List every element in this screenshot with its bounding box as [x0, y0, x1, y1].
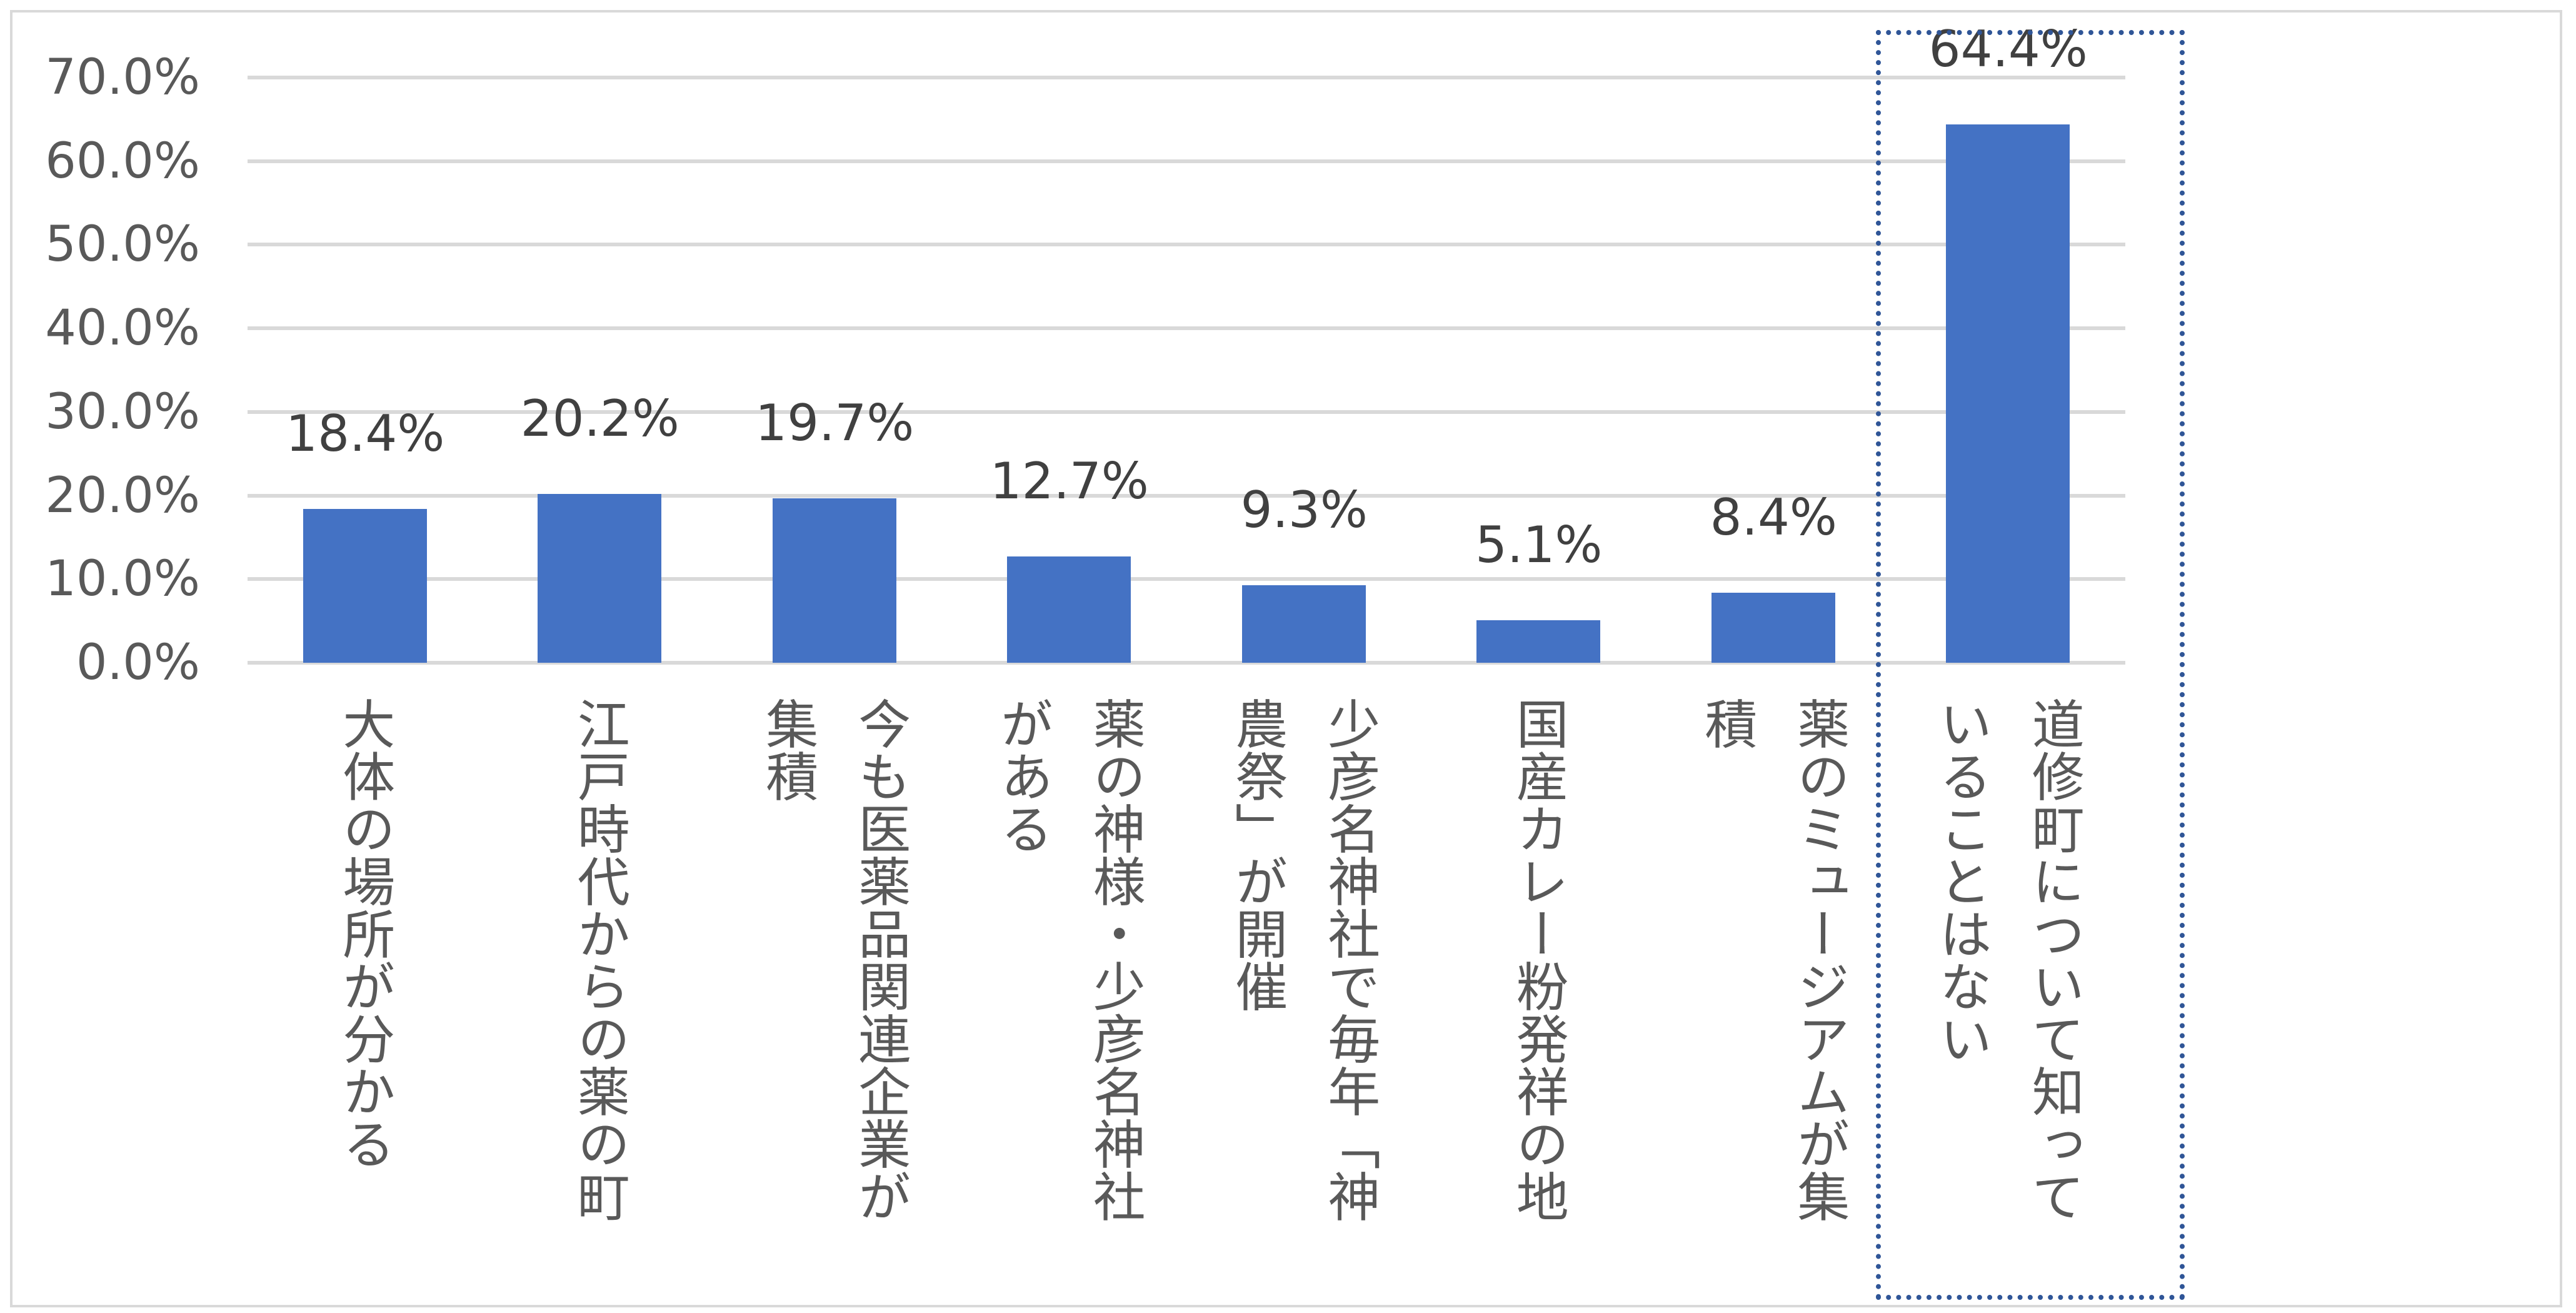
highlight-box [1876, 30, 2185, 1300]
data-label: 9.3% [1240, 480, 1368, 539]
x-category-label: 国産カレー粉発祥の地 [1508, 697, 1570, 1222]
bar [772, 498, 896, 663]
gridline [248, 661, 2125, 665]
data-label: 8.4% [1710, 488, 1837, 546]
data-label: 5.1% [1475, 515, 1603, 574]
x-category-label: 薬の神様・少彦名神社がある [992, 697, 1146, 1222]
y-tick-label: 30.0% [45, 383, 200, 440]
y-tick-label: 40.0% [45, 300, 200, 357]
x-category-label: 江戸時代からの薬の町 [569, 697, 631, 1222]
bar [538, 493, 662, 663]
y-tick-label: 60.0% [45, 133, 200, 189]
y-tick-label: 0.0% [76, 635, 200, 691]
bar [303, 508, 427, 663]
data-label: 19.7% [755, 393, 915, 452]
x-category-label: 大体の場所が分かる [334, 697, 396, 1170]
gridline [248, 326, 2125, 331]
data-label: 12.7% [990, 452, 1149, 511]
data-label: 18.4% [286, 404, 445, 463]
y-tick-label: 50.0% [45, 216, 200, 273]
y-tick-label: 10.0% [45, 551, 200, 608]
chart-frame [10, 10, 2562, 1307]
gridline [248, 159, 2125, 163]
y-tick-label: 70.0% [45, 49, 200, 106]
bar [1946, 124, 2070, 663]
x-category-label: 今も医薬品関連企業が集積 [757, 697, 911, 1222]
bar [1241, 585, 1366, 663]
x-category-label: 少彦名神社で毎年「神農祭」が開催 [1226, 697, 1381, 1222]
y-tick-label: 20.0% [45, 467, 200, 524]
gridline [248, 410, 2125, 414]
x-category-label: 薬のミュージアムが集積 [1696, 697, 1850, 1222]
gridline [248, 76, 2125, 79]
data-label: 20.2% [520, 389, 679, 448]
gridline [248, 577, 2125, 581]
bar [1007, 556, 1131, 663]
gridline [248, 493, 2125, 498]
bar [1476, 620, 1601, 663]
bar [1711, 592, 1835, 663]
gridline [248, 243, 2125, 247]
x-category-label: 道修町について知っていることはない [1931, 697, 2085, 1222]
